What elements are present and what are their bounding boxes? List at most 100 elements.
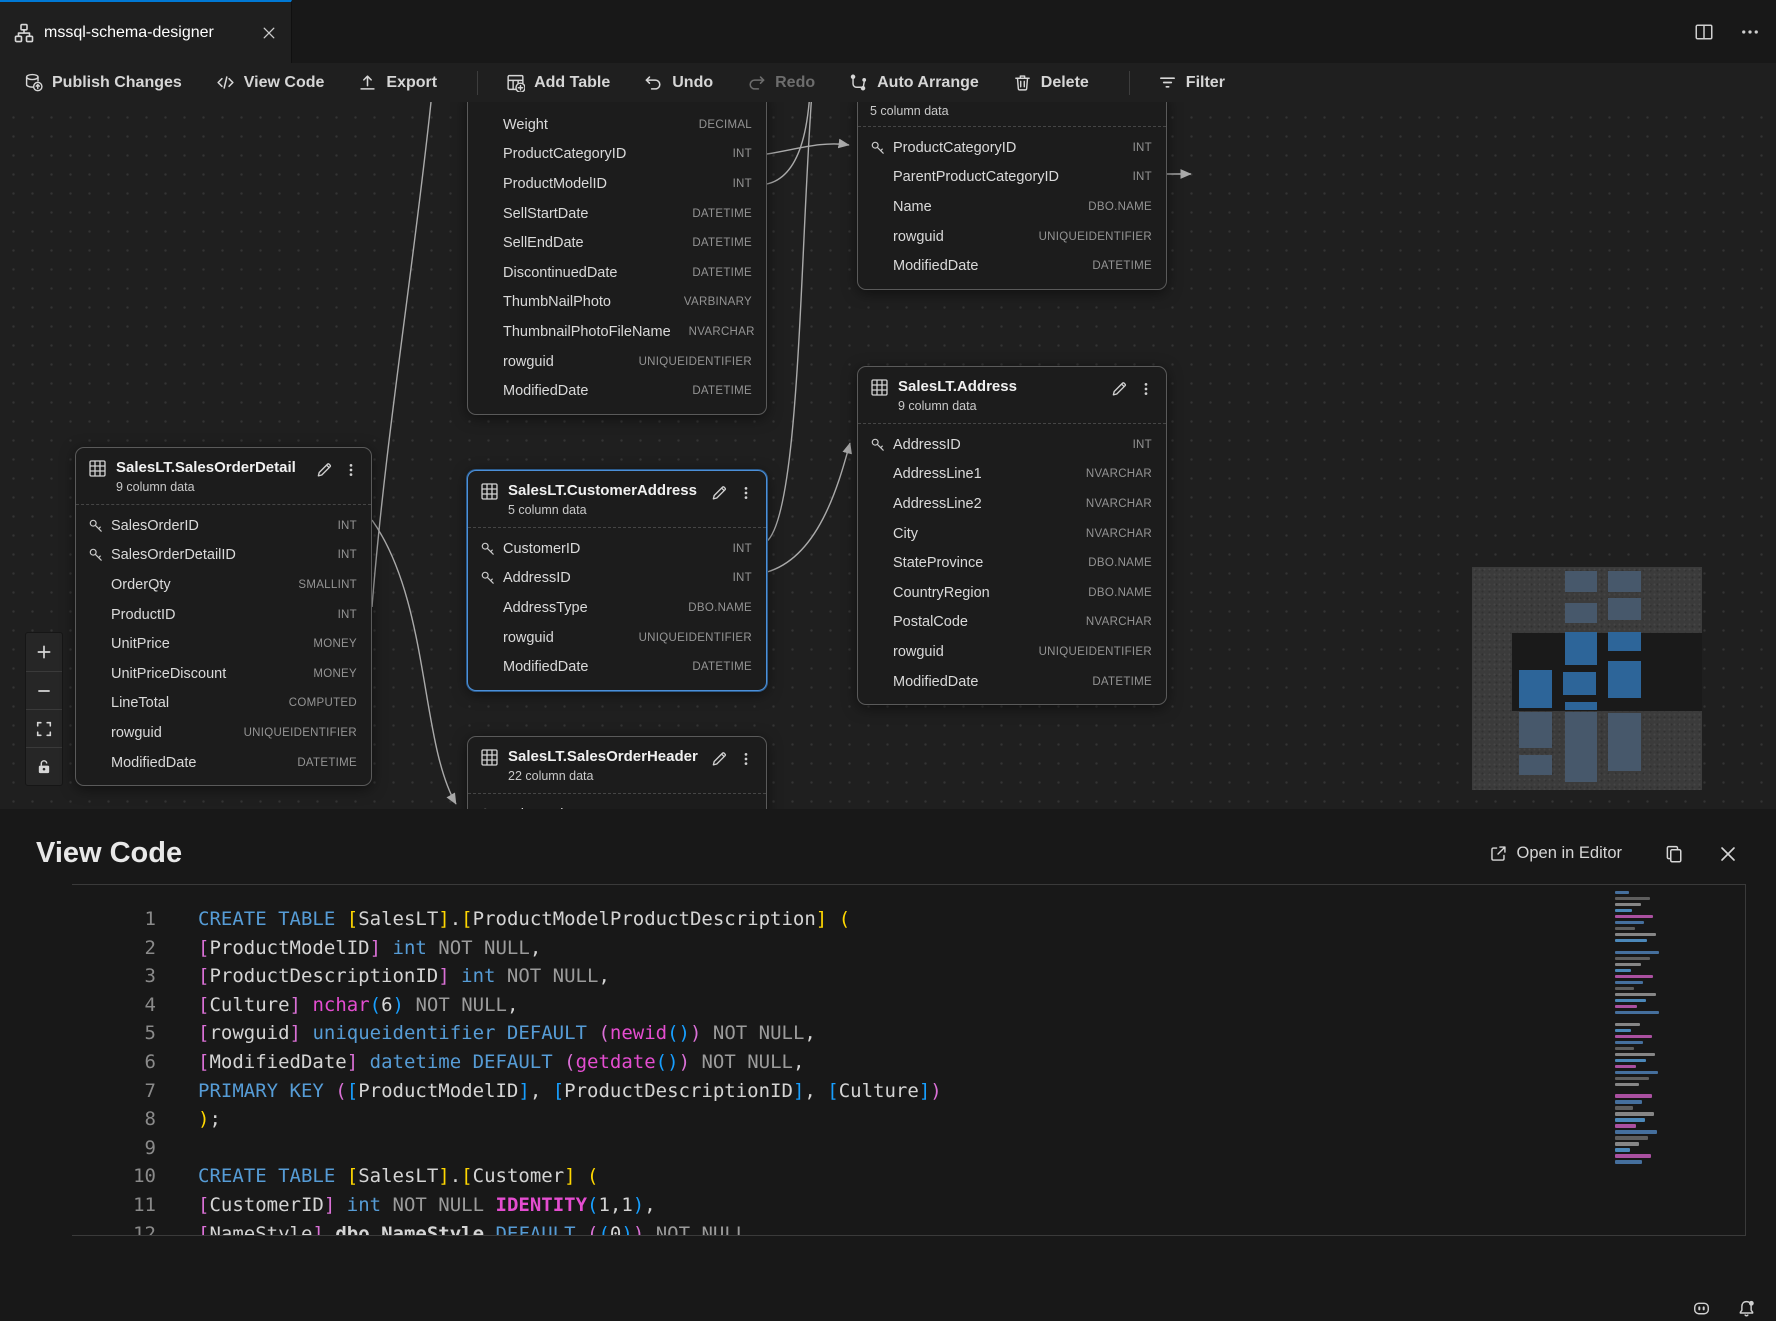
delete-button[interactable]: Delete	[1013, 73, 1089, 92]
table-card-sales-order-detail[interactable]: SalesLT.SalesOrderDetail 9 column data S…	[75, 447, 372, 787]
column-row: ThumbNailPhoto VARBINARY	[468, 288, 766, 318]
publish-changes-button[interactable]: Publish Changes	[24, 73, 182, 92]
column-type: NVARCHAR	[1085, 616, 1152, 629]
line-number: 9	[144, 1136, 156, 1159]
notifications-bell-icon[interactable]	[1737, 1299, 1756, 1318]
diagram-minimap[interactable]	[1472, 567, 1702, 790]
primary-key-icon	[870, 140, 886, 156]
undo-button[interactable]: Undo	[644, 73, 713, 92]
more-actions-icon[interactable]	[1740, 22, 1760, 42]
diagram-canvas[interactable]: Weight DECIMAL ProductCategoryID INT Pro…	[0, 102, 1776, 809]
edit-pencil-icon[interactable]	[315, 461, 333, 479]
primary-key-icon	[480, 541, 496, 557]
table-card-product-partial[interactable]: Weight DECIMAL ProductCategoryID INT Pro…	[467, 102, 767, 415]
key-spacer	[480, 324, 496, 340]
column-type: DBO.NAME	[1088, 200, 1152, 213]
column-type: DBO.NAME	[688, 601, 752, 614]
column-type: INT	[337, 549, 357, 562]
primary-key-icon	[480, 570, 496, 586]
column-type: DATETIME	[692, 661, 752, 674]
kebab-menu-icon[interactable]	[343, 461, 359, 479]
kebab-menu-icon[interactable]	[738, 750, 754, 768]
column-type: NVARCHAR	[1085, 468, 1152, 481]
column-name: UnitPriceDiscount	[111, 665, 227, 682]
table-card-header: SalesLT.SalesOrderHeader 22 column data	[468, 737, 766, 794]
auto-arrange-icon	[849, 73, 868, 92]
split-editor-icon[interactable]	[1694, 22, 1714, 42]
filter-button[interactable]: Filter	[1158, 73, 1225, 92]
minus-icon	[35, 682, 53, 700]
toolbar-label: Redo	[775, 73, 816, 91]
zoom-out-button[interactable]	[26, 671, 62, 709]
column-type: DECIMAL	[698, 118, 752, 131]
column-type: DBO.NAME	[1088, 586, 1152, 599]
kebab-menu-icon[interactable]	[738, 484, 754, 502]
table-subtitle: 22 column data	[508, 769, 594, 783]
column-name: ParentProductCategoryID	[893, 169, 1060, 186]
code-line: 9	[72, 1134, 1745, 1163]
copy-code-icon[interactable]	[1664, 844, 1684, 864]
minimap-table-rect	[1519, 755, 1552, 775]
column-row: ProductCategoryID INT	[858, 133, 1166, 163]
column-name: ModifiedDate	[111, 754, 197, 771]
view-code-button[interactable]: View Code	[216, 73, 324, 92]
toolbar-label: Auto Arrange	[877, 73, 979, 91]
key-spacer	[88, 725, 104, 741]
close-panel-icon[interactable]	[1718, 844, 1738, 864]
redo-button[interactable]: Redo	[747, 73, 815, 92]
column-name: AddressLine1	[893, 466, 982, 483]
key-spacer	[480, 235, 496, 251]
line-number: 4	[144, 993, 156, 1016]
add-table-button[interactable]: Add Table	[506, 73, 610, 92]
toolbar-label: Export	[386, 73, 438, 91]
edit-pencil-icon[interactable]	[710, 750, 728, 768]
export-button[interactable]: Export	[358, 73, 437, 92]
database-icon	[24, 73, 43, 92]
column-type: DATETIME	[1092, 260, 1152, 273]
column-row: UnitPrice MONEY	[76, 629, 371, 659]
filter-icon	[1158, 73, 1177, 92]
table-card-sales-order-header[interactable]: SalesLT.SalesOrderHeader 22 column data …	[467, 736, 767, 809]
column-type: INT	[732, 148, 752, 161]
key-spacer	[88, 695, 104, 711]
key-spacer	[480, 383, 496, 399]
column-name: PostalCode	[893, 614, 968, 631]
export-icon	[358, 73, 377, 92]
table-card-address[interactable]: SalesLT.Address 9 column data AddressID …	[857, 366, 1167, 706]
code-minimap[interactable]	[1615, 891, 1673, 1166]
key-spacer	[480, 630, 496, 646]
column-name: ThumbnailPhotoFileName	[503, 323, 671, 340]
key-spacer	[480, 294, 496, 310]
auto-arrange-button[interactable]: Auto Arrange	[849, 73, 979, 92]
edit-pencil-icon[interactable]	[710, 484, 728, 502]
key-spacer	[870, 526, 886, 542]
table-card-product-category-partial[interactable]: 5 column data ProductCategoryID INT Pare…	[857, 102, 1167, 290]
edit-pencil-icon[interactable]	[1110, 380, 1128, 398]
primary-key-icon	[88, 547, 104, 563]
fit-view-button[interactable]	[26, 709, 62, 747]
column-type: COMPUTED	[288, 697, 357, 710]
line-number: 6	[144, 1050, 156, 1073]
column-row: rowguid UNIQUEIDENTIFIER	[858, 222, 1166, 252]
open-in-editor-button[interactable]: Open in Editor	[1489, 844, 1622, 863]
key-spacer	[480, 146, 496, 162]
column-row: AddressID INT	[858, 430, 1166, 460]
column-row: rowguid UNIQUEIDENTIFIER	[76, 718, 371, 748]
kebab-menu-icon[interactable]	[1138, 380, 1154, 398]
column-row: AddressLine1 NVARCHAR	[858, 460, 1166, 490]
column-row: rowguid UNIQUEIDENTIFIER	[858, 637, 1166, 667]
column-name: DiscontinuedDate	[503, 264, 618, 281]
minimap-table-rect	[1608, 571, 1641, 592]
tab-mssql-schema-designer[interactable]: mssql-schema-designer	[0, 0, 292, 63]
tab-close-icon[interactable]	[261, 25, 277, 41]
key-spacer	[88, 666, 104, 682]
zoom-in-button[interactable]	[26, 633, 62, 671]
column-name: CountryRegion	[893, 584, 990, 601]
key-spacer	[480, 176, 496, 192]
column-name: ProductID	[111, 606, 176, 623]
copilot-icon[interactable]	[1692, 1299, 1711, 1318]
table-card-customer-address[interactable]: SalesLT.CustomerAddress 5 column data Cu…	[467, 470, 767, 691]
code-line: 4 [Culture] nchar(6) NOT NULL,	[72, 991, 1745, 1020]
table-icon	[480, 482, 499, 501]
lock-toggle-button[interactable]	[26, 747, 62, 785]
